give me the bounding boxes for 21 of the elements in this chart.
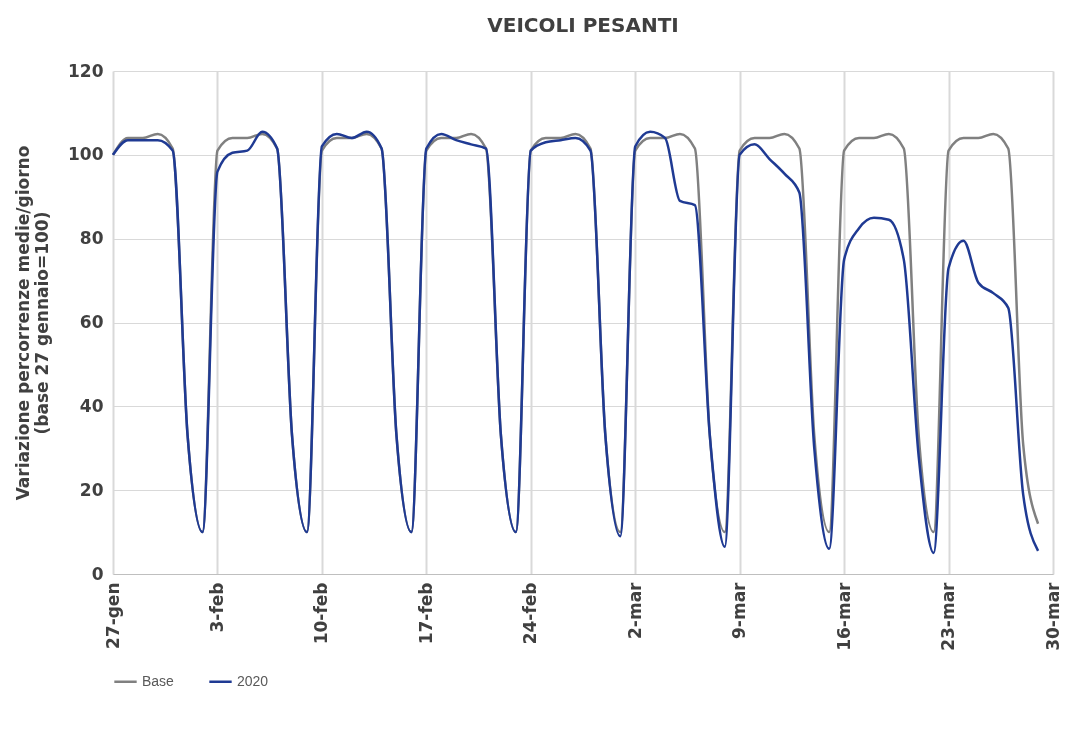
y-tick-label: 100	[68, 144, 104, 165]
chart-title: VEICOLI PESANTI	[487, 13, 679, 37]
y-tick-label: 40	[79, 395, 104, 416]
x-tick-label: 16-mar	[833, 581, 854, 651]
legend-label: Base	[142, 672, 175, 689]
x-tick-label: 3-feb	[206, 582, 227, 633]
y-tick-label: 20	[79, 479, 104, 500]
x-tick-label: 9-mar	[729, 581, 750, 639]
x-tick-label: 10-feb	[311, 582, 332, 645]
x-tick-label: 24-feb	[520, 582, 541, 645]
x-tick-label: 2-mar	[624, 581, 645, 639]
legend-label: 2020	[237, 672, 269, 689]
y-axis-title: Variazione percorrenze medie/giorno (base 27 gennaio=100)	[13, 145, 53, 501]
x-tick-label: 27-gen	[102, 582, 123, 650]
y-tick-label: 80	[79, 228, 104, 249]
y-tick-label: 60	[79, 312, 104, 332]
x-tick-label: 30-mar	[1042, 581, 1063, 651]
y-tick-label: 0	[91, 563, 104, 584]
x-tick-label: 23-mar	[938, 581, 959, 651]
y-tick-label: 120	[68, 60, 104, 81]
x-tick-label: 17-feb	[415, 582, 436, 645]
